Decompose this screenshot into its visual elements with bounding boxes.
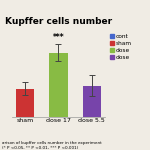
Bar <box>82 86 101 117</box>
Legend: cont, sham, dose, dose: cont, sham, dose, dose <box>109 33 133 61</box>
Bar <box>16 89 34 117</box>
Text: arison of kupffer cells number in the experiment
(* P <0.05, ** P <0.01, *** P <: arison of kupffer cells number in the ex… <box>2 141 101 150</box>
Bar <box>49 53 68 117</box>
Text: ***: *** <box>53 33 64 42</box>
Title: Kupffer cells number: Kupffer cells number <box>5 17 112 26</box>
